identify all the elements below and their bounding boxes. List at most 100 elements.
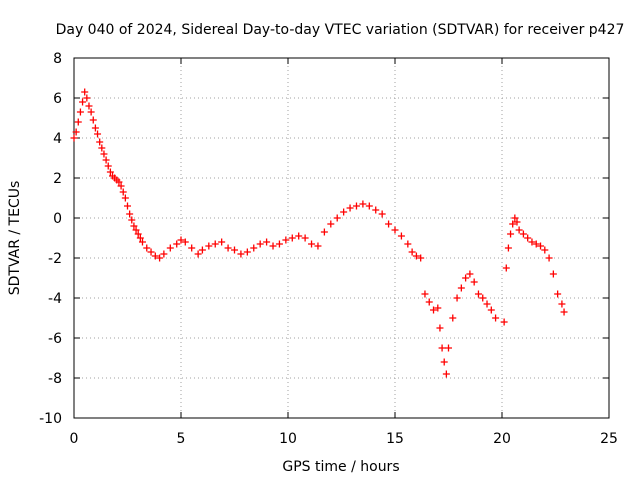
data-point	[537, 242, 545, 250]
chart-title: Day 040 of 2024, Sidereal Day-to-day VTE…	[56, 22, 625, 38]
data-point	[425, 298, 433, 306]
data-point	[519, 230, 527, 238]
data-point	[545, 254, 553, 262]
data-point	[385, 220, 393, 228]
x-tick-label: 20	[493, 431, 511, 447]
x-tick-label: 25	[600, 431, 618, 447]
data-point	[504, 244, 512, 252]
data-point	[372, 206, 380, 214]
data-point	[70, 134, 78, 142]
plot-frame	[73, 57, 610, 419]
data-point	[130, 222, 138, 230]
data-point	[442, 370, 450, 378]
data-point	[243, 248, 251, 256]
data-point	[115, 178, 123, 186]
data-point	[513, 218, 521, 226]
y-tick-label: -2	[48, 251, 62, 267]
data-point	[541, 246, 549, 254]
data-point	[96, 138, 104, 146]
data-point	[134, 230, 142, 238]
data-point	[138, 238, 146, 246]
data-point	[412, 252, 420, 260]
data-point	[76, 108, 84, 116]
data-point	[515, 226, 523, 234]
data-point	[436, 324, 444, 332]
y-tick-label: -6	[48, 331, 62, 347]
data-point	[104, 162, 112, 170]
data-point	[359, 200, 367, 208]
data-point	[166, 244, 174, 252]
data-point	[81, 88, 89, 96]
data-point	[83, 94, 91, 102]
data-point	[224, 244, 232, 252]
data-point	[156, 254, 164, 262]
data-point	[560, 308, 568, 316]
data-point	[98, 144, 106, 152]
data-point	[340, 208, 348, 216]
data-point	[301, 234, 309, 242]
data-point	[295, 232, 303, 240]
data-point	[365, 202, 373, 210]
y-tick-label: 0	[53, 211, 62, 227]
data-point	[502, 264, 510, 272]
data-point	[327, 220, 335, 228]
data-point	[320, 228, 328, 236]
data-point	[74, 118, 82, 126]
data-point	[91, 124, 99, 132]
x-tick-label: 0	[70, 431, 79, 447]
data-point	[470, 278, 478, 286]
data-point	[269, 242, 277, 250]
data-point	[282, 236, 290, 244]
x-tick-label: 15	[386, 431, 404, 447]
data-point	[434, 304, 442, 312]
data-point	[408, 248, 416, 256]
data-point	[487, 306, 495, 314]
data-point	[85, 102, 93, 110]
data-point	[100, 150, 108, 158]
data-point	[256, 240, 264, 248]
data-point	[173, 240, 181, 248]
data-point	[532, 240, 540, 248]
data-point	[237, 250, 245, 258]
data-point	[143, 244, 151, 252]
y-tick-label: 4	[53, 131, 62, 147]
data-point	[288, 234, 296, 242]
data-point	[79, 98, 87, 106]
data-point	[457, 284, 465, 292]
data-point	[132, 226, 140, 234]
y-tick-label: -8	[48, 371, 62, 387]
data-point	[417, 254, 425, 262]
x-tick-label: 5	[177, 431, 186, 447]
data-point	[352, 202, 360, 210]
data-point	[449, 314, 457, 322]
data-point	[474, 290, 482, 298]
data-point	[128, 216, 136, 224]
data-point	[466, 270, 474, 278]
y-tick-label: 2	[53, 171, 62, 187]
data-point	[378, 210, 386, 218]
data-point	[500, 318, 508, 326]
data-point	[483, 300, 491, 308]
data-point	[194, 250, 202, 258]
data-point	[275, 240, 283, 248]
data-point	[509, 220, 517, 228]
data-point	[89, 116, 97, 124]
data-point	[404, 240, 412, 248]
y-tick-label: 6	[53, 91, 62, 107]
data-point	[124, 202, 131, 210]
data-point	[119, 188, 127, 196]
data-point	[453, 294, 461, 302]
series-sdtvar	[70, 88, 568, 378]
data-point	[438, 344, 446, 352]
data-point	[346, 204, 354, 212]
data-point	[117, 182, 125, 190]
data-point	[554, 290, 562, 298]
data-point	[391, 226, 399, 234]
data-point	[87, 108, 95, 116]
y-axis-label: SDTVAR / TECUs	[7, 181, 23, 296]
data-point	[263, 238, 271, 246]
data-point	[440, 358, 448, 366]
data-point	[558, 300, 566, 308]
